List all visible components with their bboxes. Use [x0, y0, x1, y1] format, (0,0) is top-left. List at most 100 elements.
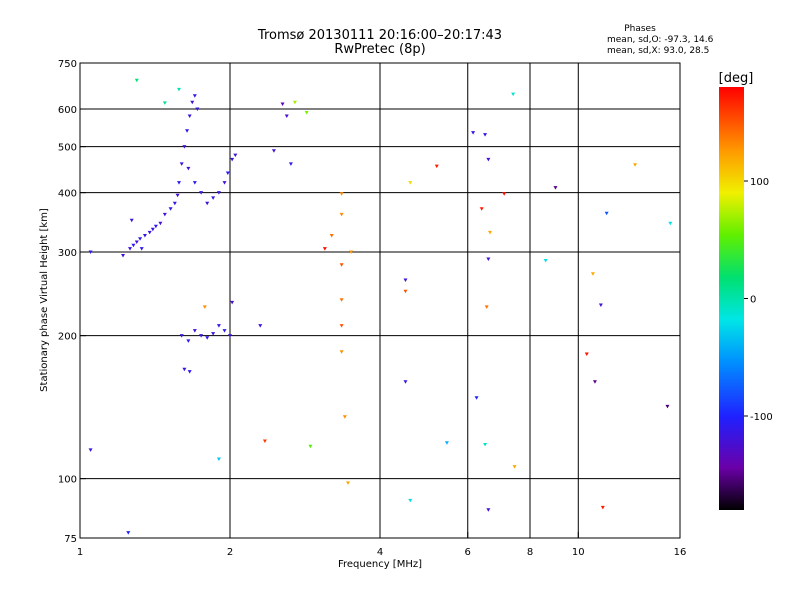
data-point: [483, 133, 488, 137]
y-tick-label: 75: [64, 534, 77, 545]
y-tick-label: 500: [58, 143, 77, 154]
data-point: [216, 191, 221, 195]
data-point: [339, 298, 344, 302]
x-tick-label: 1: [77, 547, 83, 558]
data-point: [486, 508, 491, 512]
data-point: [292, 100, 297, 105]
data-point: [668, 221, 673, 226]
data-point: [322, 247, 327, 251]
data-point: [308, 444, 313, 449]
y-tick-label: 400: [58, 189, 77, 200]
chart-subtitle: RwPretec (8p): [334, 42, 425, 57]
stats-x-mode: mean, sd,X: 93.0, 28.5: [607, 46, 709, 56]
data-point: [512, 465, 517, 469]
grid-lines: [80, 63, 680, 538]
data-point: [604, 211, 609, 216]
data-point: [511, 92, 516, 97]
colorbar-ticks: 100 0 -100: [744, 177, 773, 423]
data-point: [88, 250, 93, 255]
data-point: [600, 505, 605, 510]
data-point: [483, 443, 488, 447]
data-point: [230, 300, 235, 305]
data-point: [284, 114, 289, 119]
x-axis-ticks: 1 2 4 6 8 10 16: [77, 532, 686, 558]
data-point: [153, 224, 158, 229]
data-point: [216, 457, 221, 461]
data-point: [339, 212, 344, 217]
data-point: [128, 247, 133, 251]
colorbar-tick-label: 100: [750, 177, 769, 188]
y-tick-label: 100: [58, 475, 77, 486]
data-point: [233, 153, 238, 158]
x-tick-label: 6: [465, 547, 471, 558]
data-point: [484, 305, 489, 309]
data-point: [195, 107, 200, 112]
data-point: [211, 196, 216, 200]
data-point: [584, 352, 589, 356]
data-point: [129, 218, 134, 223]
data-point: [339, 324, 344, 328]
data-point: [192, 181, 197, 185]
data-point: [139, 247, 144, 251]
x-tick-label: 4: [377, 547, 383, 558]
data-point: [158, 221, 163, 226]
data-point: [134, 78, 139, 83]
colorbar-label: [deg]: [719, 71, 754, 86]
data-point: [329, 234, 334, 238]
x-axis-label: Frequency [MHz]: [338, 559, 422, 570]
chart-title: Tromsø 20130111 20:16:00–20:17:43: [257, 28, 502, 43]
data-point: [138, 237, 143, 241]
data-point: [175, 193, 180, 198]
data-point: [205, 336, 210, 340]
data-point: [162, 101, 167, 105]
y-axis-label: Stationary phase Virtual Height [km]: [39, 208, 50, 392]
data-point: [211, 332, 216, 336]
data-point: [190, 100, 195, 105]
data-point: [543, 258, 548, 263]
data-point: [182, 367, 187, 372]
data-point: [339, 192, 344, 196]
data-point: [150, 227, 155, 232]
data-point: [592, 380, 597, 384]
data-point: [258, 324, 263, 328]
data-point: [172, 201, 177, 206]
data-point: [304, 110, 309, 115]
data-point: [142, 234, 147, 238]
data-point: [339, 263, 344, 267]
data-point: [182, 145, 187, 149]
data-points: [88, 78, 673, 535]
data-point: [121, 253, 126, 258]
data-point: [486, 157, 491, 162]
data-point: [444, 441, 449, 445]
stats-o-mode: mean, sd,O: -97.3, 14.6: [607, 35, 714, 45]
data-point: [199, 334, 204, 338]
colorbar-tick-label: -100: [750, 412, 773, 423]
data-point: [202, 305, 207, 309]
data-point: [488, 230, 493, 235]
y-tick-label: 600: [58, 105, 77, 116]
data-point: [192, 329, 197, 333]
data-point: [408, 498, 413, 503]
data-point: [349, 250, 354, 255]
y-tick-label: 300: [58, 248, 77, 259]
colorbar: [719, 87, 744, 510]
y-tick-label: 200: [58, 332, 77, 343]
data-point: [479, 207, 484, 211]
data-point: [271, 149, 276, 153]
data-point: [502, 192, 507, 196]
data-point: [471, 131, 476, 135]
x-tick-label: 8: [527, 547, 533, 558]
data-point: [222, 181, 227, 185]
data-point: [434, 164, 439, 169]
data-point: [288, 162, 293, 166]
data-point: [345, 481, 350, 485]
data-point: [126, 531, 131, 535]
data-point: [179, 334, 184, 338]
y-axis-ticks: 75 100 200 300 400 500 600 750: [58, 59, 86, 545]
data-point: [88, 448, 93, 452]
data-point: [408, 181, 413, 185]
x-tick-label: 2: [227, 547, 233, 558]
data-point: [185, 129, 190, 133]
stats-header: Phases: [624, 24, 656, 34]
